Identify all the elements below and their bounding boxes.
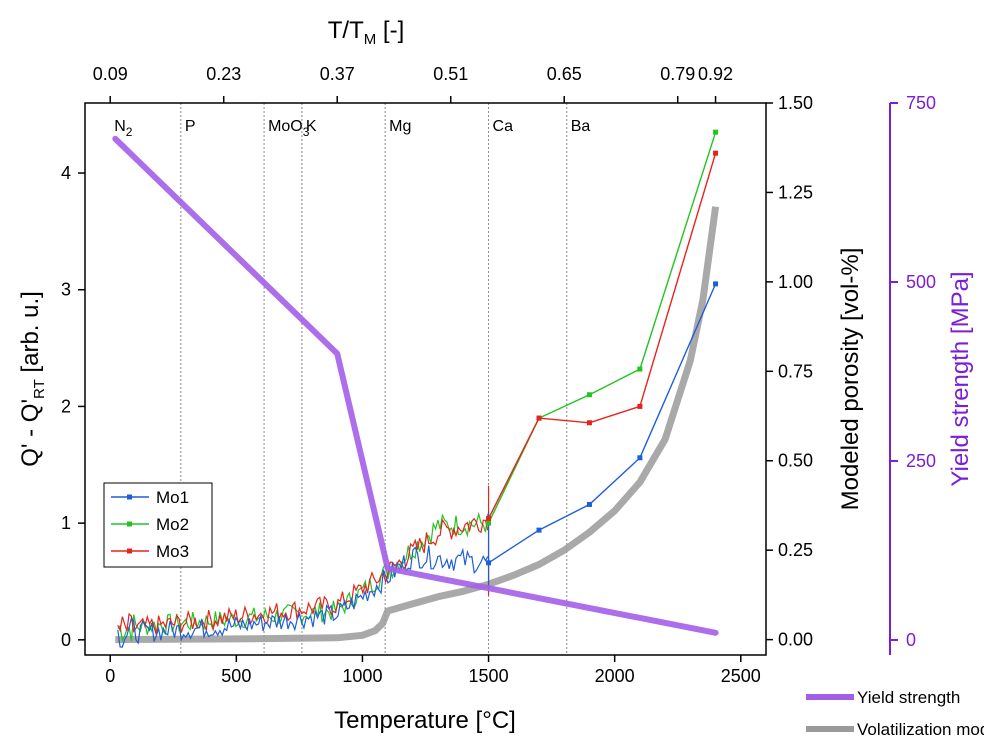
series-yield-strength bbox=[112, 135, 719, 636]
y-right-tick-label: 1.25 bbox=[778, 182, 813, 202]
y-right-tick-label: 1.00 bbox=[778, 272, 813, 292]
series-mo3-line bbox=[487, 152, 717, 519]
series-mo3-point bbox=[637, 403, 643, 409]
y-left-tick-label: 3 bbox=[61, 280, 71, 300]
y-left-tick-label: 1 bbox=[61, 513, 71, 533]
top-tick-label: 0.23 bbox=[206, 64, 241, 84]
y-right2-tick-label: 500 bbox=[906, 272, 936, 292]
y-left-tick-label: 4 bbox=[61, 163, 71, 183]
series-mo3-point bbox=[713, 150, 719, 156]
y-right-tick-label: 0.75 bbox=[778, 361, 813, 381]
legend-outer-label: Yield strength bbox=[857, 688, 960, 707]
legend-marker-mo1 bbox=[127, 494, 132, 500]
top-tick-label: 0.37 bbox=[320, 64, 355, 84]
marker-label: Ba bbox=[571, 118, 591, 135]
x-tick-label: 2500 bbox=[721, 666, 761, 686]
series-mo2-point bbox=[713, 129, 719, 135]
x-tick-label: 1000 bbox=[342, 666, 382, 686]
legend-marker-mo3 bbox=[127, 548, 132, 554]
legend-label-mo2: Mo2 bbox=[156, 515, 189, 534]
marker-label: K bbox=[306, 118, 317, 135]
top-axis-title: T/TM [-] bbox=[328, 17, 405, 48]
series-mo2-point bbox=[586, 392, 592, 398]
x-tick-label: 1500 bbox=[469, 666, 509, 686]
legend: Mo1 Mo2 Mo3 Yield strength Volatilization mo… bbox=[103, 482, 984, 738]
series-mo2-line bbox=[487, 131, 717, 524]
marker-label: MoO3 bbox=[268, 118, 310, 139]
top-tick-label: 0.09 bbox=[93, 64, 128, 84]
y-right-tick-label: 1.50 bbox=[778, 93, 813, 113]
y-right-axis-title: Modeled porosity [vol-%] bbox=[837, 248, 864, 511]
series-mo1-point bbox=[536, 527, 542, 533]
x-axis-title: Temperature [°C] bbox=[334, 707, 516, 734]
series-mo1-point bbox=[637, 455, 643, 461]
x-tick-label: 500 bbox=[221, 666, 251, 686]
series-mo2-point bbox=[486, 520, 492, 526]
series-mo1-trace bbox=[117, 545, 489, 648]
top-tick-label: 0.79 bbox=[660, 64, 695, 84]
y-right-tick-label: 0.50 bbox=[778, 451, 813, 471]
series-mo3-point bbox=[586, 420, 592, 426]
series-mo3-trace bbox=[117, 517, 489, 636]
marker-label: Ca bbox=[493, 118, 514, 135]
series-mo3-point bbox=[486, 515, 492, 521]
series-mo1-point bbox=[713, 281, 719, 287]
y-right2-tick-label: 250 bbox=[906, 451, 936, 471]
y-left-tick-label: 2 bbox=[61, 396, 71, 416]
series-mo1-point bbox=[486, 560, 492, 566]
legend-marker-mo2 bbox=[127, 521, 132, 527]
series-mo3-point bbox=[536, 415, 542, 421]
plot-frame bbox=[84, 102, 767, 656]
y-right2-tick-label: 750 bbox=[906, 93, 936, 113]
legend-label-mo3: Mo3 bbox=[156, 542, 189, 561]
y-right-tick-label: 0.00 bbox=[778, 630, 813, 650]
top-tick-label: 0.65 bbox=[547, 64, 582, 84]
x-tick-label: 2000 bbox=[595, 666, 635, 686]
y-left-axis-title: Q' - Q'RT [arb. u.] bbox=[17, 291, 48, 467]
y-right2-tick-label: 0 bbox=[906, 630, 916, 650]
top-tick-label: 0.51 bbox=[433, 64, 468, 84]
legend-outer-label: Volatilization model bbox=[857, 720, 984, 738]
y-right-tick-label: 0.25 bbox=[778, 540, 813, 560]
series-mo2-point bbox=[637, 366, 643, 372]
marker-label: Mg bbox=[389, 118, 411, 135]
legend-label-mo1: Mo1 bbox=[156, 488, 189, 507]
x-tick-label: 0 bbox=[105, 666, 115, 686]
series-mo1-point bbox=[586, 501, 592, 507]
chart-series bbox=[112, 129, 720, 648]
top-tick-label: 0.92 bbox=[698, 64, 733, 84]
marker-label: N2 bbox=[114, 118, 133, 139]
marker-label: P bbox=[185, 118, 196, 135]
y-right2-axis-title: Yield strength [MPa] bbox=[947, 271, 974, 486]
y-left-tick-label: 0 bbox=[61, 630, 71, 650]
